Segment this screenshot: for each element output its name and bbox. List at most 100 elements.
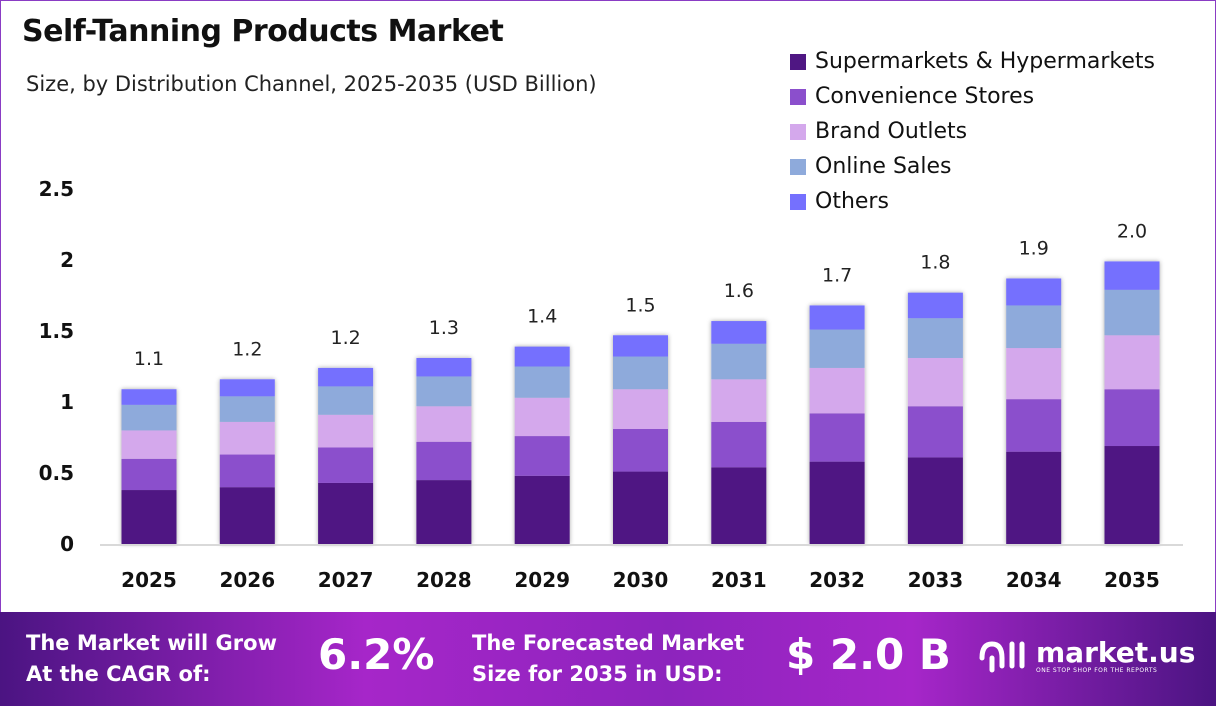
cagr-label: The Market will Grow At the CAGR of: (26, 631, 277, 686)
bar-segment (514, 346, 570, 367)
y-tick-label: 2.5 (39, 177, 74, 201)
y-tick-label: 2 (60, 248, 74, 272)
bar-segment (809, 329, 865, 368)
bar-segment (514, 366, 570, 398)
bar-segment (1104, 446, 1160, 544)
bar-segment (907, 406, 963, 458)
cagr-value: 6.2% (318, 630, 435, 679)
x-tick-label: 2032 (809, 568, 865, 592)
market-us-logo: market.us ONE STOP SHOP FOR THE REPORTS (976, 636, 1195, 676)
legend-item-others: Others (790, 184, 1155, 219)
bar-total-label: 1.6 (724, 280, 754, 302)
bar-segment (219, 379, 275, 397)
bar-segment (711, 321, 767, 344)
bar-stack (1104, 261, 1160, 544)
bar-segment (121, 490, 177, 544)
bar-stack (809, 305, 865, 544)
bar-segment (219, 421, 275, 455)
bar-segment (613, 471, 668, 544)
x-tick-label: 2035 (1104, 568, 1160, 592)
bar-stack (514, 346, 570, 544)
bar-segment (219, 396, 275, 422)
bar-segment (318, 414, 374, 448)
bar-segment (1006, 278, 1062, 306)
bar-segment (318, 447, 374, 483)
legend-swatch (790, 193, 806, 210)
bar-segment (1006, 305, 1062, 349)
footer-banner: The Market will Grow At the CAGR of: 6.2%… (0, 612, 1216, 706)
bar-segment (907, 292, 963, 319)
bar-segment (613, 356, 668, 390)
bar-segment (907, 457, 963, 544)
bar-total-label: 1.5 (625, 294, 655, 316)
legend-label: Online Sales (815, 154, 952, 179)
forecast-label: The Forecasted Market Size for 2035 in US… (472, 631, 745, 686)
bar-total-label: 1.7 (822, 264, 852, 286)
bar-stack (1006, 278, 1062, 544)
bar-segment (121, 430, 177, 459)
bar-segment (121, 404, 177, 431)
y-tick-label: 1 (60, 390, 74, 414)
bar-segment (514, 475, 570, 544)
logo-icon (979, 641, 1025, 673)
bar-segment (1006, 348, 1062, 400)
bar-segment (121, 389, 177, 405)
bar-stack (711, 321, 767, 544)
bar-stack (121, 389, 177, 544)
bar-total-label: 1.1 (134, 348, 164, 370)
bar-total-label: 1.9 (1019, 237, 1049, 259)
bar-total-label: 1.8 (920, 252, 950, 274)
bar-segment (809, 413, 865, 462)
x-tick-label: 2029 (514, 568, 570, 592)
bar-segment (121, 458, 177, 491)
legend-swatch (790, 123, 806, 140)
bar-segment (514, 397, 570, 437)
bar-segment (416, 406, 472, 442)
y-tick-label: 0.5 (39, 461, 74, 485)
legend-item-brand-outlets: Brand Outlets (790, 114, 1155, 149)
bar-total-label: 1.2 (232, 338, 262, 360)
bar-stack (219, 379, 275, 544)
bar-segment (809, 461, 865, 544)
bar-stack (318, 367, 374, 544)
legend: Supermarkets & Hypermarkets Convenience … (790, 44, 1155, 219)
forecast-value: $ 2.0 B (786, 630, 951, 679)
legend-label: Brand Outlets (815, 119, 968, 144)
legend-item-supermarkets: Supermarkets & Hypermarkets (790, 44, 1155, 79)
bar-segment (711, 421, 767, 468)
y-tick-label: 0 (60, 532, 74, 556)
legend-label: Others (815, 189, 889, 214)
bar-segment (711, 343, 767, 380)
bar-segment (907, 357, 963, 407)
bar-stack (907, 292, 963, 544)
chart-title: Self-Tanning Products Market (22, 14, 504, 49)
bar-total-label: 1.3 (429, 317, 459, 339)
legend-label: Supermarkets & Hypermarkets (815, 49, 1156, 74)
bar-segment (613, 389, 668, 429)
legend-item-online: Online Sales (790, 149, 1155, 184)
x-tick-label: 2026 (219, 568, 275, 592)
legend-swatch (790, 158, 806, 175)
bar-segment (711, 467, 767, 544)
x-tick-label: 2033 (908, 568, 964, 592)
x-tick-label: 2028 (416, 568, 472, 592)
bar-segment (318, 386, 374, 415)
bar-segment (1104, 289, 1160, 336)
legend-item-convenience: Convenience Stores (790, 79, 1155, 114)
bar-segment (1104, 335, 1160, 390)
x-tick-label: 2034 (1006, 568, 1062, 592)
legend-label: Convenience Stores (815, 84, 1035, 109)
bar-segment (809, 367, 865, 414)
chart-subtitle: Size, by Distribution Channel, 2025-2035… (26, 72, 597, 96)
bar-segment (1104, 389, 1160, 447)
legend-swatch (790, 53, 806, 70)
bar-segment (1006, 451, 1062, 544)
x-tick-label: 2027 (318, 568, 374, 592)
bar-segment (809, 305, 865, 330)
x-tick-label: 2025 (121, 568, 177, 592)
bar-segment (416, 376, 472, 407)
bar-segment (711, 379, 767, 422)
bar-total-label: 1.2 (330, 327, 360, 349)
x-tick-label: 2031 (711, 568, 767, 592)
bar-segment (613, 335, 668, 357)
